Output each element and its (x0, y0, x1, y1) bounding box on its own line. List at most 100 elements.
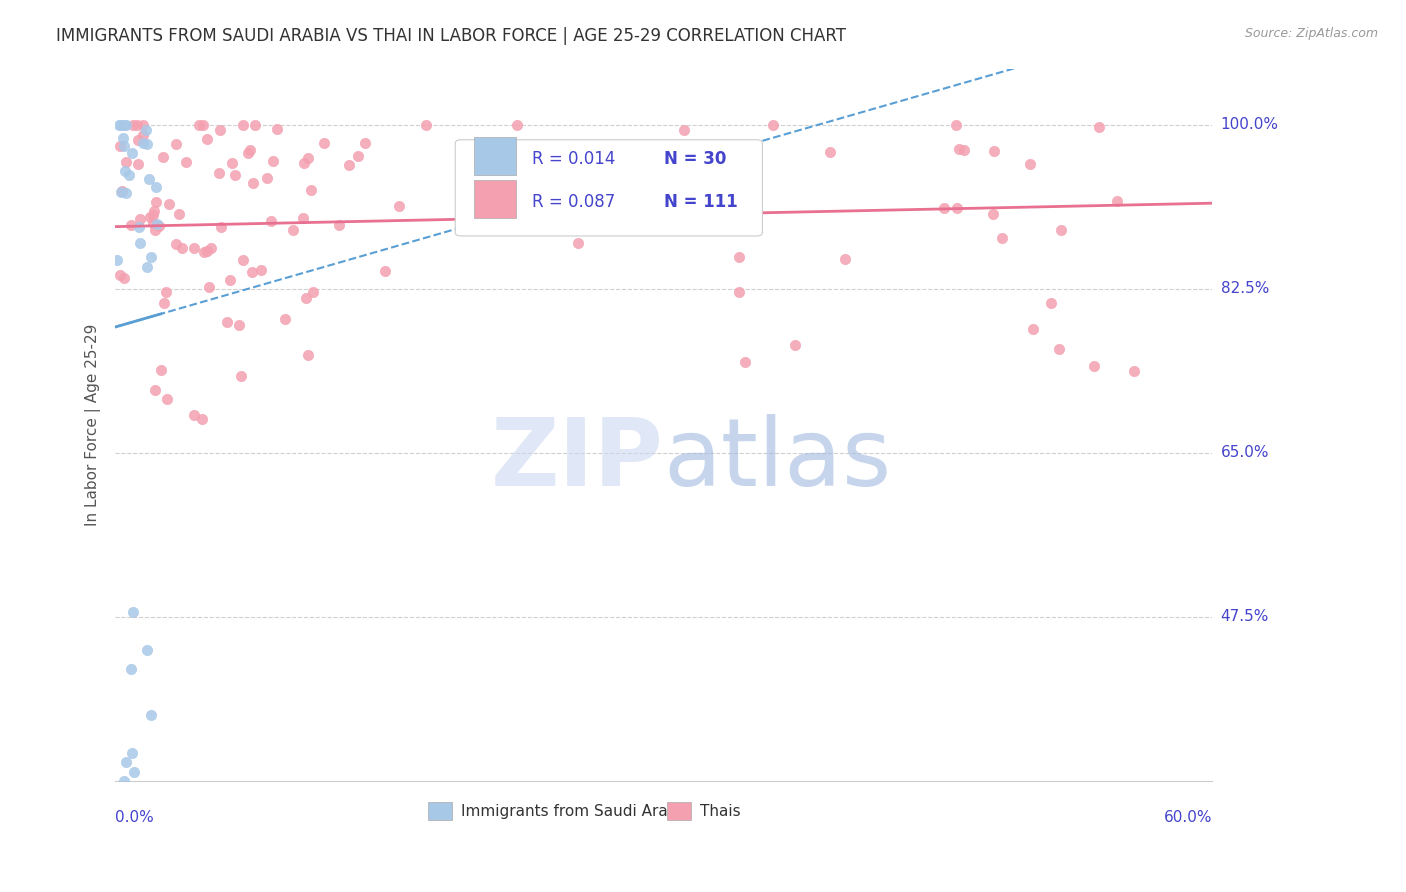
Point (727, 250, 749, 264)
Point (932, 201, 955, 215)
Point (259, 213, 281, 227)
Bar (666, 803, 692, 820)
Point (299, 183, 322, 197)
Point (242, 265, 264, 279)
Point (231, 368, 253, 383)
Point (301, 285, 323, 300)
Point (141, 250, 163, 264)
Point (1088, 120, 1111, 134)
Text: 82.5%: 82.5% (1220, 281, 1268, 296)
Point (174, 155, 197, 169)
Point (945, 118, 967, 132)
Text: Source: ZipAtlas.com: Source: ZipAtlas.com (1244, 27, 1378, 40)
Point (486, 219, 509, 234)
Point (953, 143, 976, 157)
Point (143, 223, 166, 237)
Point (135, 642, 157, 657)
Point (266, 121, 288, 136)
Point (1050, 223, 1073, 237)
Point (152, 150, 174, 164)
Text: 47.5%: 47.5% (1220, 609, 1268, 624)
Point (1105, 194, 1128, 208)
Point (143, 384, 166, 398)
Point (115, 756, 138, 770)
Point (232, 118, 254, 132)
Point (121, 746, 143, 760)
Point (297, 348, 319, 362)
Point (142, 216, 165, 230)
Point (785, 338, 807, 352)
Point (374, 263, 396, 277)
Point (142, 208, 165, 222)
Point (105, 253, 128, 268)
Bar (474, 137, 516, 176)
Point (122, 118, 145, 132)
Point (312, 136, 335, 150)
Point (388, 199, 411, 213)
Point (1122, 364, 1144, 378)
Point (292, 156, 315, 170)
Bar (474, 180, 516, 219)
Point (132, 128, 155, 142)
Point (120, 218, 142, 232)
Point (1019, 157, 1042, 171)
Point (983, 144, 1005, 158)
Text: R = 0.087: R = 0.087 (531, 193, 616, 211)
Point (131, 118, 153, 132)
Point (191, 411, 214, 425)
Y-axis label: In Labor Force | Age 25-29: In Labor Force | Age 25-29 (86, 324, 101, 526)
Text: 60.0%: 60.0% (1164, 810, 1212, 824)
Point (127, 132, 149, 146)
Point (209, 220, 232, 235)
Point (193, 245, 215, 260)
Point (292, 211, 315, 225)
Point (118, 168, 141, 182)
Point (243, 118, 266, 132)
Point (238, 145, 260, 160)
Point (132, 136, 155, 150)
Point (183, 408, 205, 422)
Text: 100.0%: 100.0% (1220, 117, 1278, 132)
Point (506, 118, 529, 132)
Point (945, 201, 967, 215)
Point (135, 123, 157, 137)
Point (114, 164, 136, 178)
Point (1047, 342, 1070, 356)
Point (239, 143, 262, 157)
Point (219, 273, 242, 287)
Point (262, 154, 284, 169)
Point (108, 268, 131, 282)
Point (146, 217, 169, 231)
Point (197, 132, 219, 146)
Point (110, 118, 132, 132)
Point (347, 149, 370, 163)
Point (991, 231, 1014, 245)
Point (328, 218, 350, 232)
Point (762, 118, 785, 132)
Point (172, 241, 194, 255)
Text: 65.0%: 65.0% (1220, 445, 1270, 460)
Point (139, 211, 162, 225)
Point (415, 118, 437, 132)
Text: ZIP: ZIP (491, 415, 664, 507)
FancyBboxPatch shape (456, 140, 762, 236)
Point (157, 196, 180, 211)
Point (337, 158, 360, 172)
Text: N = 111: N = 111 (664, 193, 737, 211)
Point (110, 185, 132, 199)
Point (200, 241, 222, 255)
Point (136, 260, 159, 275)
Point (138, 172, 160, 186)
Bar (427, 803, 451, 820)
Point (156, 392, 179, 407)
Point (193, 118, 215, 132)
Point (165, 237, 187, 252)
Point (693, 183, 716, 197)
Point (295, 291, 318, 305)
Point (124, 764, 146, 779)
Point (197, 280, 219, 294)
Point (145, 194, 167, 209)
Point (256, 171, 278, 186)
Point (110, 184, 132, 198)
Point (242, 177, 264, 191)
